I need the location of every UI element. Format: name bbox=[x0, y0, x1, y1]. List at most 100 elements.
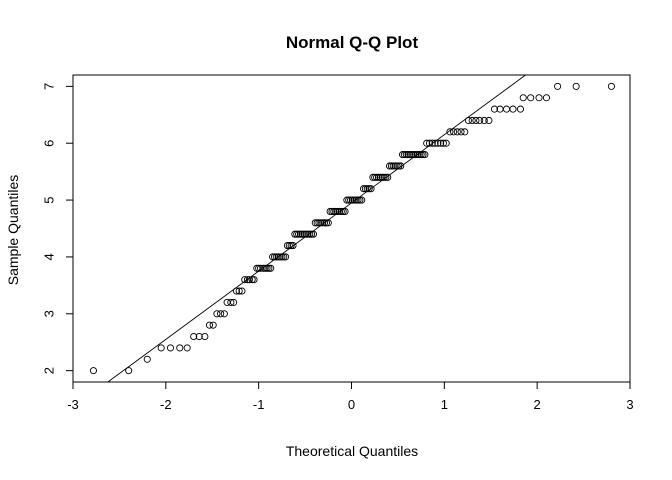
data-point bbox=[535, 94, 543, 102]
data-point bbox=[334, 207, 342, 215]
data-point bbox=[442, 139, 450, 147]
data-point bbox=[205, 321, 214, 329]
data-point bbox=[248, 276, 256, 284]
data-point bbox=[391, 162, 399, 170]
y-axis-label: Sample Quantiles bbox=[5, 175, 21, 286]
y-tick-label: 4 bbox=[42, 253, 57, 260]
y-tick-label: 7 bbox=[42, 83, 57, 90]
data-point bbox=[476, 116, 484, 125]
data-point bbox=[319, 219, 327, 227]
data-point bbox=[347, 196, 355, 204]
data-point bbox=[410, 151, 418, 159]
data-point bbox=[89, 367, 97, 375]
data-point bbox=[321, 219, 329, 227]
data-point bbox=[317, 219, 325, 227]
data-point bbox=[227, 298, 235, 306]
data-point bbox=[195, 332, 203, 341]
data-point bbox=[431, 139, 439, 147]
data-point bbox=[393, 162, 401, 170]
data-point bbox=[490, 105, 499, 113]
data-point bbox=[166, 344, 175, 352]
data-point bbox=[220, 310, 228, 318]
data-point bbox=[283, 242, 291, 250]
data-point bbox=[272, 253, 280, 261]
data-point bbox=[304, 230, 312, 238]
data-point bbox=[419, 151, 427, 159]
data-point bbox=[374, 173, 382, 181]
data-point bbox=[485, 116, 493, 125]
data-point bbox=[572, 82, 580, 90]
data-point bbox=[278, 253, 286, 261]
plot-frame bbox=[72, 74, 631, 383]
data-point bbox=[421, 151, 429, 159]
data-point bbox=[509, 105, 517, 113]
data-point bbox=[395, 162, 403, 170]
data-point bbox=[350, 196, 358, 204]
data-point bbox=[437, 139, 445, 147]
data-point bbox=[376, 173, 384, 181]
y-tick-label: 6 bbox=[42, 140, 57, 147]
data-point bbox=[373, 173, 381, 181]
data-point bbox=[274, 253, 282, 261]
data-point bbox=[363, 185, 371, 193]
data-point bbox=[345, 196, 353, 204]
data-point bbox=[324, 219, 332, 227]
data-point bbox=[265, 264, 273, 272]
data-point bbox=[341, 207, 349, 215]
data-point bbox=[308, 230, 316, 238]
x-axis: -3 -2 -1 0 1 2 3 bbox=[67, 381, 634, 412]
data-point bbox=[241, 276, 249, 284]
data-point bbox=[457, 128, 465, 136]
data-point bbox=[201, 332, 209, 341]
x-tick-label: 0 bbox=[348, 397, 355, 412]
data-point bbox=[276, 253, 284, 261]
x-axis-label: Theoretical Quantiles bbox=[286, 443, 418, 459]
reference-line bbox=[107, 75, 527, 382]
data-point bbox=[389, 162, 397, 170]
data-point bbox=[380, 173, 388, 181]
data-point bbox=[554, 82, 562, 90]
data-point bbox=[358, 196, 366, 204]
x-tick-label: -3 bbox=[67, 397, 79, 412]
data-point bbox=[464, 116, 473, 125]
data-point bbox=[315, 219, 323, 227]
data-point bbox=[527, 94, 535, 102]
data-point bbox=[343, 196, 351, 204]
data-point bbox=[365, 185, 373, 193]
x-tick-label: -2 bbox=[160, 397, 172, 412]
data-point bbox=[302, 230, 310, 238]
chart-title: Normal Q-Q Plot bbox=[286, 33, 419, 52]
data-point bbox=[213, 310, 221, 318]
data-point bbox=[125, 367, 133, 375]
y-tick-label: 5 bbox=[42, 196, 57, 203]
data-point bbox=[295, 230, 303, 238]
data-point bbox=[361, 185, 369, 193]
data-point bbox=[263, 264, 271, 272]
data-point bbox=[306, 230, 314, 238]
data-point bbox=[472, 116, 480, 125]
data-point bbox=[404, 151, 412, 159]
data-point bbox=[439, 139, 447, 147]
data-point bbox=[423, 139, 431, 147]
y-tick-label: 2 bbox=[42, 367, 57, 374]
data-point bbox=[360, 185, 368, 193]
data-points bbox=[89, 82, 615, 375]
data-point bbox=[235, 287, 243, 295]
data-point bbox=[450, 128, 458, 136]
data-point bbox=[406, 151, 414, 159]
data-point bbox=[183, 344, 191, 352]
data-point bbox=[293, 230, 301, 238]
data-point bbox=[157, 344, 165, 352]
data-point bbox=[356, 196, 364, 204]
data-point bbox=[230, 298, 238, 306]
data-point bbox=[399, 151, 407, 159]
data-point bbox=[261, 264, 269, 272]
data-point bbox=[291, 230, 299, 238]
data-point bbox=[369, 173, 377, 181]
data-point bbox=[386, 162, 394, 170]
data-point bbox=[367, 185, 375, 193]
data-point bbox=[269, 253, 277, 261]
data-point bbox=[542, 94, 551, 102]
data-point bbox=[217, 310, 225, 318]
